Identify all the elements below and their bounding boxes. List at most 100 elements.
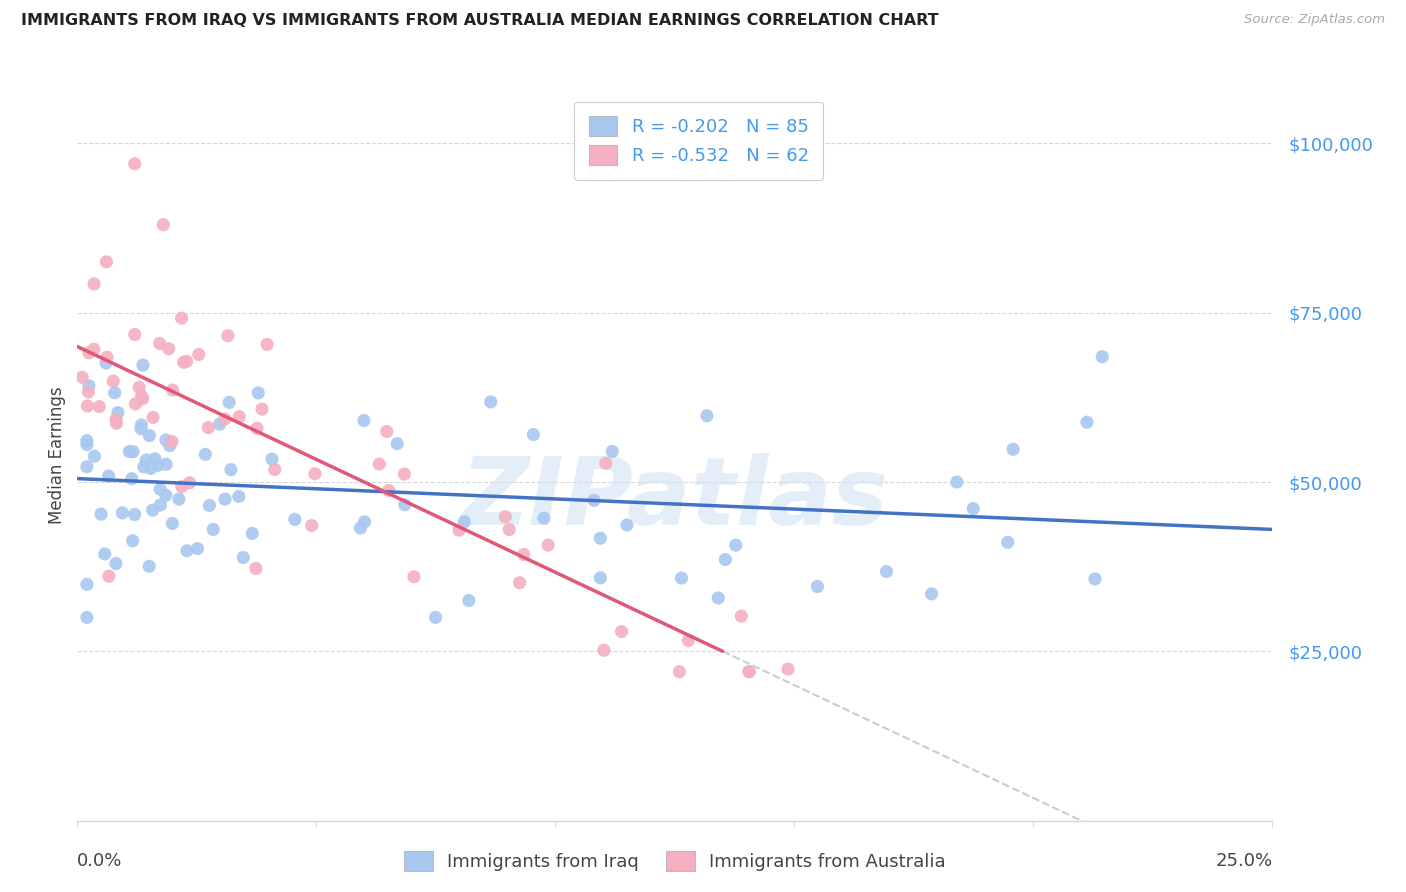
Point: [228, 490, 250, 504]
Point: [77, 379, 100, 393]
Point: [522, 427, 544, 442]
Point: [707, 591, 730, 605]
Point: [121, 533, 143, 548]
Point: [671, 571, 693, 585]
Point: [176, 354, 198, 368]
Point: [76, 399, 98, 413]
Point: [1091, 350, 1114, 364]
Point: [876, 565, 898, 579]
Point: [152, 218, 174, 232]
Point: [90, 507, 112, 521]
Point: [533, 511, 555, 525]
Point: [76, 577, 98, 591]
Point: [509, 575, 531, 590]
Point: [179, 475, 201, 490]
Point: [124, 508, 146, 522]
Point: [173, 355, 195, 369]
Point: [806, 579, 828, 593]
Point: [142, 503, 165, 517]
Point: [284, 512, 307, 526]
Point: [155, 488, 177, 502]
Point: [170, 311, 193, 326]
Point: [131, 389, 153, 403]
Point: [96, 255, 118, 269]
Point: [76, 434, 98, 448]
Point: [94, 356, 117, 370]
Point: [162, 383, 184, 397]
Point: [149, 498, 172, 512]
Point: [738, 665, 761, 679]
Point: [139, 461, 162, 475]
Point: [738, 665, 761, 679]
Point: [256, 337, 278, 351]
Point: [77, 345, 100, 359]
Point: [132, 459, 155, 474]
Point: [582, 493, 605, 508]
Y-axis label: Median Earnings: Median Earnings: [48, 386, 66, 524]
Point: [214, 412, 236, 426]
Point: [425, 610, 447, 624]
Point: [457, 593, 479, 607]
Text: Source: ZipAtlas.com: Source: ZipAtlas.com: [1244, 13, 1385, 27]
Point: [70, 370, 93, 384]
Point: [394, 498, 416, 512]
Point: [214, 492, 236, 507]
Point: [387, 436, 409, 450]
Point: [202, 522, 225, 536]
Point: [83, 277, 105, 291]
Point: [76, 437, 98, 451]
Point: [378, 483, 401, 498]
Point: [155, 433, 177, 447]
Point: [776, 662, 799, 676]
Point: [76, 610, 98, 624]
Point: [157, 342, 180, 356]
Point: [97, 569, 120, 583]
Point: [240, 526, 263, 541]
Point: [678, 633, 700, 648]
Point: [122, 444, 145, 458]
Point: [219, 463, 242, 477]
Point: [589, 531, 612, 545]
Point: [353, 515, 375, 529]
Point: [138, 559, 160, 574]
Point: [77, 384, 100, 399]
Point: [217, 328, 239, 343]
Point: [375, 425, 398, 439]
Point: [668, 665, 690, 679]
Point: [135, 453, 157, 467]
Point: [187, 541, 209, 556]
Point: [93, 547, 115, 561]
Legend: Immigrants from Iraq, Immigrants from Australia: Immigrants from Iraq, Immigrants from Au…: [404, 851, 946, 871]
Point: [394, 467, 416, 481]
Point: [142, 410, 165, 425]
Point: [76, 459, 98, 474]
Point: [537, 538, 560, 552]
Point: [349, 521, 371, 535]
Point: [730, 609, 752, 624]
Point: [89, 400, 111, 414]
Point: [149, 483, 172, 497]
Point: [155, 457, 177, 471]
Point: [724, 538, 747, 552]
Point: [103, 374, 125, 388]
Point: [696, 409, 718, 423]
Point: [616, 518, 638, 533]
Point: [593, 643, 616, 657]
Point: [162, 516, 184, 531]
Point: [353, 413, 375, 427]
Point: [129, 422, 152, 436]
Text: ZIPatlas: ZIPatlas: [461, 453, 889, 545]
Point: [96, 351, 118, 365]
Point: [494, 509, 516, 524]
Point: [149, 336, 172, 351]
Point: [218, 395, 240, 409]
Point: [368, 457, 391, 471]
Point: [107, 405, 129, 419]
Point: [946, 475, 969, 489]
Point: [250, 402, 273, 417]
Point: [246, 421, 269, 435]
Point: [921, 587, 943, 601]
Point: [160, 434, 183, 449]
Point: [83, 342, 105, 356]
Point: [449, 523, 471, 537]
